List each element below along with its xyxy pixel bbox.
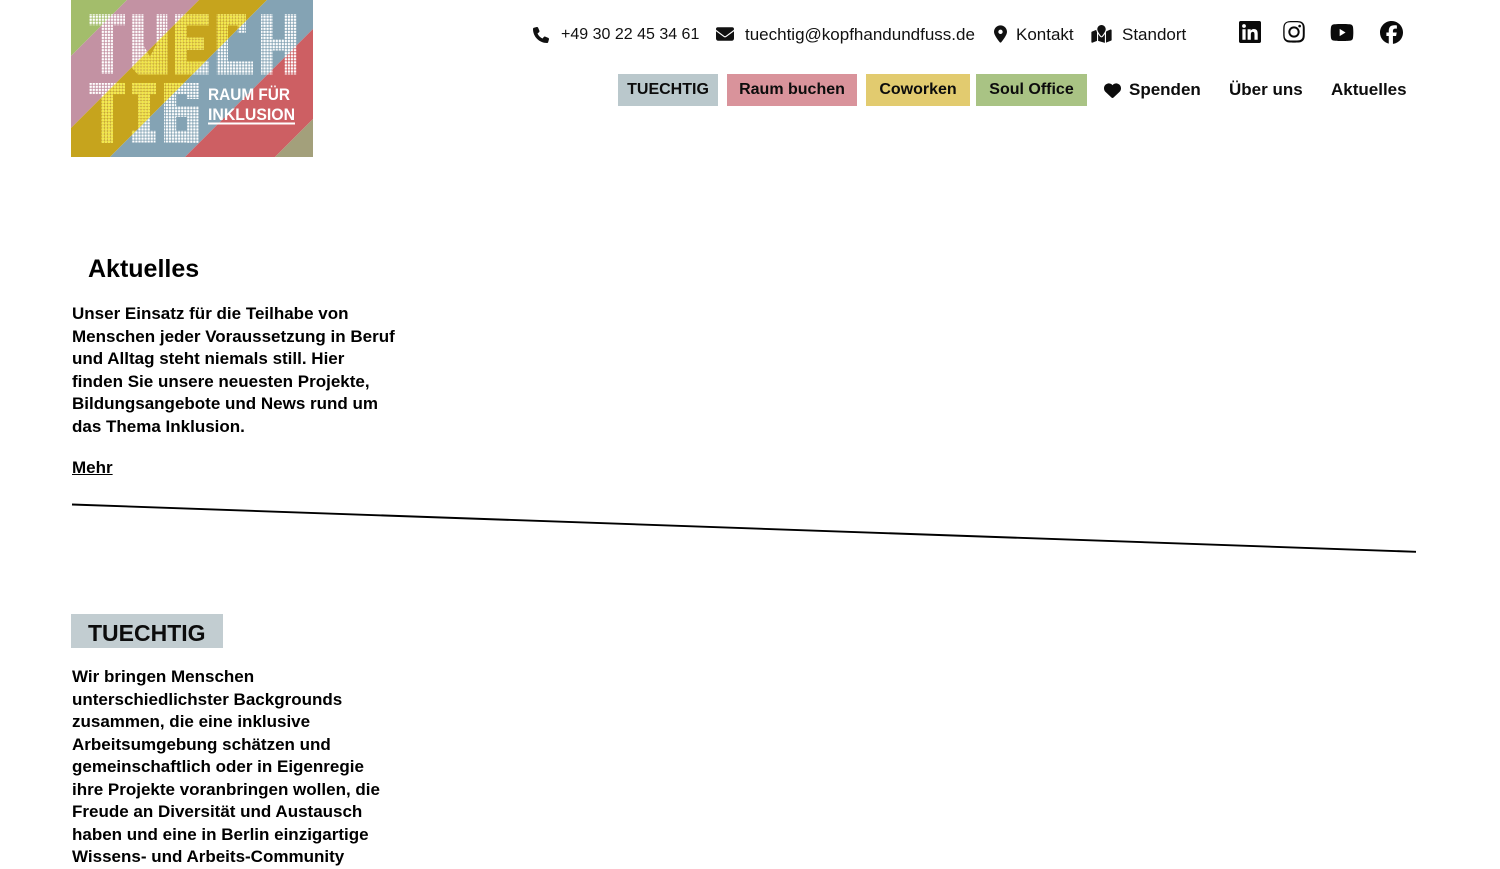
svg-text:INKLUSION: INKLUSION <box>208 105 295 124</box>
svg-text:RAUM FÜR: RAUM FÜR <box>208 85 290 104</box>
